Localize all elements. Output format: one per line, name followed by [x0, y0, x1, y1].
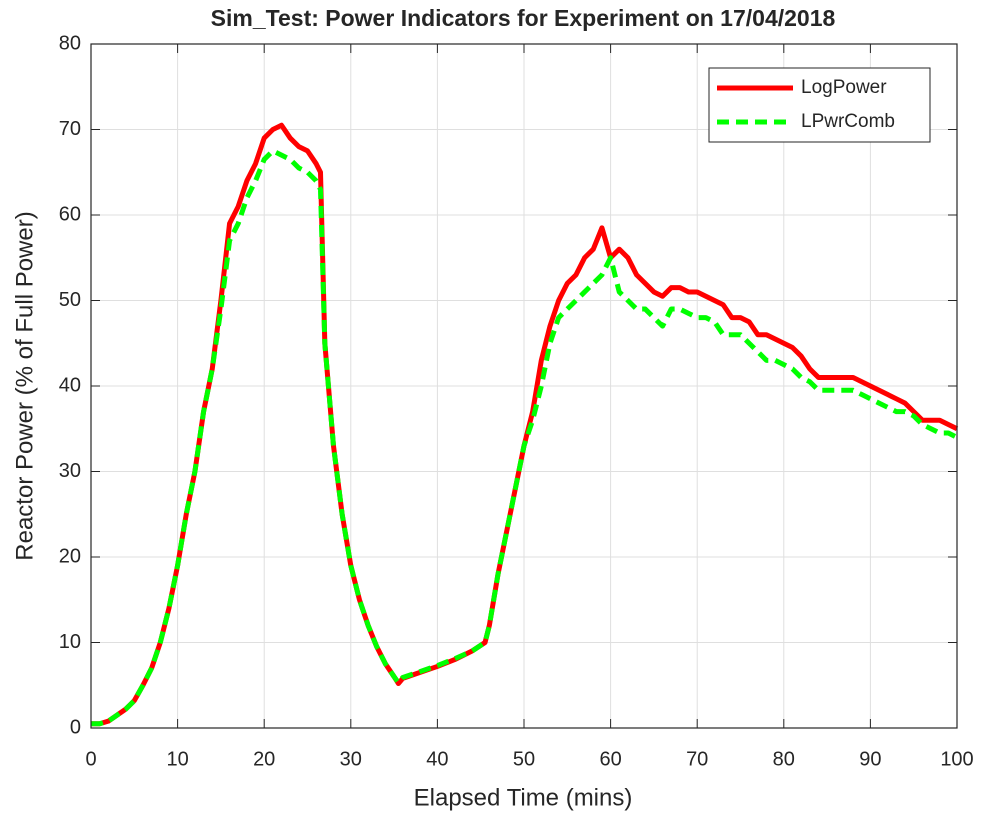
y-tick-label: 10	[59, 631, 81, 653]
legend-label: LogPower	[801, 77, 887, 98]
legend: LogPower LPwrComb	[708, 67, 931, 143]
x-tick-label: 10	[166, 748, 188, 770]
x-tick-label: 40	[426, 748, 448, 770]
axes-box	[90, 43, 958, 729]
y-axis-label: Reactor Power (% of Full Power)	[11, 211, 38, 560]
legend-box	[708, 67, 931, 143]
x-tick-label: 20	[253, 748, 275, 770]
y-tick-label: 60	[59, 203, 81, 225]
x-tick-label: 100	[940, 748, 973, 770]
x-tick-label: 60	[599, 748, 621, 770]
x-axis-label: Elapsed Time (mins)	[414, 784, 633, 811]
line-series	[91, 148, 959, 727]
x-tick-label: 70	[686, 748, 708, 770]
y-tick-label: 40	[59, 374, 81, 396]
x-tick-label: 0	[85, 748, 96, 770]
y-tick-label: 30	[59, 460, 81, 482]
y-tick-label: 70	[59, 118, 81, 140]
chart-title: Sim_Test: Power Indicators for Experimen…	[211, 5, 836, 31]
x-tick-label: 30	[340, 748, 362, 770]
y-tick-label: 80	[59, 32, 81, 54]
x-tick-label: 90	[859, 748, 881, 770]
y-tick-label: 50	[59, 289, 81, 311]
x-tick-label: 50	[513, 748, 535, 770]
y-tick-label: 0	[70, 716, 81, 738]
x-tick-label: 80	[773, 748, 795, 770]
y-tick-label: 20	[59, 545, 81, 567]
legend-label: LPwrComb	[801, 111, 895, 132]
